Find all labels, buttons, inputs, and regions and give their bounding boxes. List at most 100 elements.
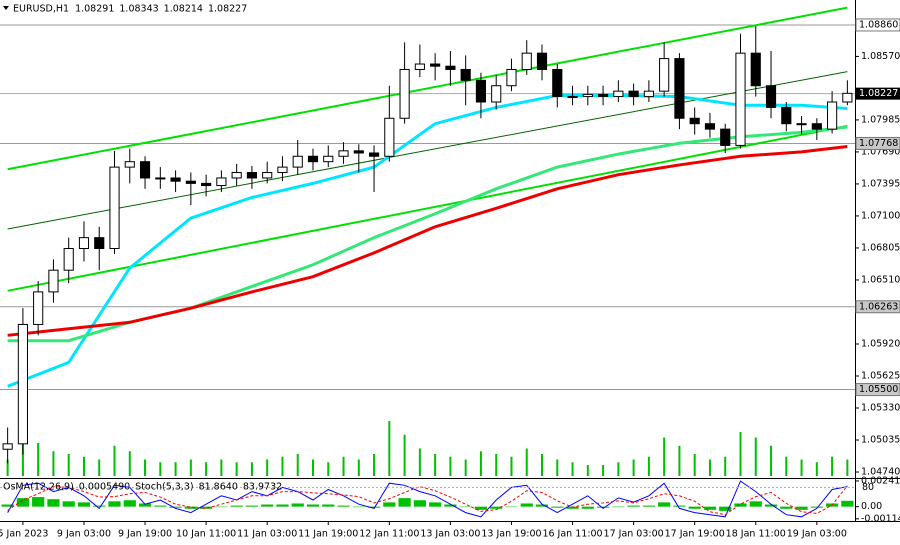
stoch-tick-label: 80 <box>862 482 874 493</box>
volume-bar <box>586 465 589 476</box>
candle-body <box>521 52 532 70</box>
osma-bar <box>398 498 411 507</box>
candle-body <box>445 65 456 70</box>
volume-bar <box>556 459 559 476</box>
osma-bar <box>566 506 579 509</box>
osma-bar <box>291 503 304 507</box>
x-tick-label: 18 Jan 11:00 <box>726 529 786 540</box>
indicator-value: 81.8640 <box>199 482 238 493</box>
candle-body <box>659 58 670 92</box>
y-tick-label: 1.07100 <box>861 210 900 221</box>
candle-body <box>460 68 471 81</box>
volume-bar <box>37 443 40 476</box>
candle-body <box>353 150 364 154</box>
volume-bar <box>846 459 849 476</box>
candle-body <box>78 237 90 249</box>
candle-body <box>216 177 227 187</box>
y-tick-label: 1.05330 <box>861 403 900 414</box>
candle-body <box>307 155 319 163</box>
trendline <box>7 71 848 230</box>
candle-body <box>506 68 517 87</box>
y-tick-label: 1.04740 <box>861 467 900 478</box>
candle-body <box>109 166 120 249</box>
osma-bar <box>688 506 701 509</box>
indicator-value: 0.0005490 <box>79 482 130 493</box>
osma-tick-label: 0.0024154 <box>861 475 900 486</box>
osma-bar <box>138 503 152 507</box>
osma-bar <box>337 505 350 507</box>
moving-average <box>7 145 848 337</box>
osma-bar <box>658 502 671 507</box>
volume-bar <box>724 456 727 476</box>
volume-bar <box>632 459 635 476</box>
candle-body <box>246 172 257 179</box>
level-label: 1.06263 <box>859 301 898 312</box>
osma-bar <box>169 506 182 508</box>
candle-body <box>368 152 380 157</box>
volume-bar <box>205 462 208 476</box>
osma-bar <box>215 506 228 508</box>
y-tick-label: 1.06805 <box>861 242 900 253</box>
volume-bar <box>418 448 421 476</box>
osma-bar <box>780 506 793 509</box>
osma-bar <box>261 504 274 507</box>
osma-bar <box>429 502 442 507</box>
y-tick-label: 1.06510 <box>861 274 900 285</box>
volume-bar <box>311 459 314 476</box>
x-tick-label: 10 Jan 11:00 <box>176 529 236 540</box>
osma-bar <box>108 501 121 507</box>
candle-body <box>613 90 624 98</box>
indicator-name: OsMA(12,26,9) <box>3 482 74 493</box>
volume-bar <box>739 432 742 476</box>
level-label: 1.05500 <box>859 384 898 395</box>
volume-bar <box>357 459 360 476</box>
volume-bar <box>220 459 223 476</box>
volume-bar <box>708 459 711 476</box>
volume-bar <box>6 459 9 476</box>
osma-bar <box>749 501 762 507</box>
osma-bar <box>474 506 488 510</box>
header-value: 1.08214 <box>164 4 203 15</box>
osma-bar <box>32 497 45 507</box>
volume-bar <box>98 459 101 476</box>
y-tick-label: 1.08570 <box>861 51 900 62</box>
level-box <box>855 383 900 397</box>
osma-bar <box>306 504 320 507</box>
indicator-value: 83.9732 <box>243 482 282 493</box>
candle-body <box>811 123 822 130</box>
osma-bar <box>184 506 197 509</box>
stoch-line <box>7 480 848 518</box>
osma-bar <box>551 506 564 508</box>
x-tick-label: 11 Jan 03:00 <box>237 529 297 540</box>
osma-bar <box>77 502 91 507</box>
osma-bar <box>642 505 655 507</box>
volume-bar <box>815 462 818 476</box>
volume-bar <box>479 451 482 476</box>
volume-bar <box>678 445 681 476</box>
volume-bar <box>342 456 345 476</box>
level-box <box>855 18 900 32</box>
candle-body <box>765 85 777 108</box>
trendline <box>7 124 848 292</box>
osma-bar <box>612 506 625 508</box>
volume-bar <box>617 462 620 476</box>
volume-bar <box>785 456 788 476</box>
candle-body <box>414 63 425 70</box>
candle-body <box>491 85 502 103</box>
header-value: 1.08343 <box>119 4 158 15</box>
volume-bar <box>52 451 55 476</box>
y-tick-label: 1.05920 <box>861 338 900 349</box>
volume-bar <box>67 454 70 476</box>
osma-bar <box>123 500 136 507</box>
candle-body <box>185 180 196 184</box>
last-price-box <box>856 87 900 100</box>
x-tick-label: 13 Jan 03:00 <box>420 529 480 540</box>
osma-bar <box>352 506 365 508</box>
volume-bar <box>235 462 238 476</box>
level-box <box>855 136 900 150</box>
candle-body <box>842 92 853 103</box>
candle-body <box>48 269 59 293</box>
osma-tick-label: -0.001149 <box>861 513 900 524</box>
y-tick-label: 1.05625 <box>861 370 900 381</box>
